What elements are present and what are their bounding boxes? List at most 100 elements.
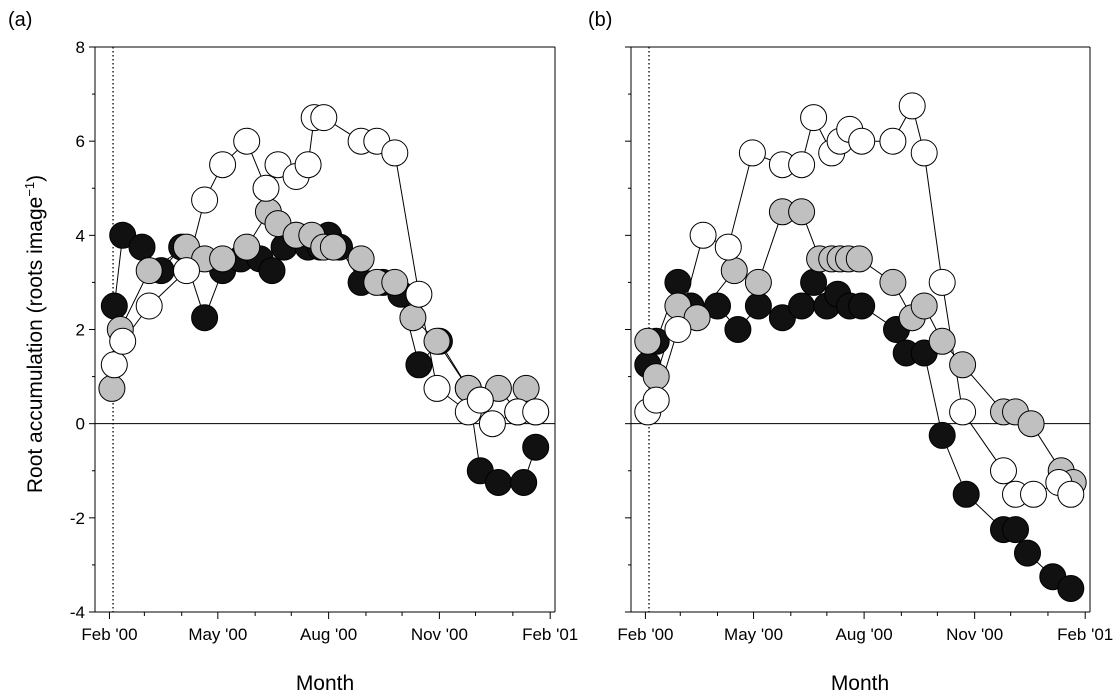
y-tick-label: 4 [76, 226, 85, 245]
data-point-black [406, 352, 432, 378]
data-point-white [690, 222, 716, 248]
data-point-black [101, 293, 127, 319]
data-point-black [485, 470, 511, 496]
data-point-white [311, 105, 337, 131]
data-point-gray [721, 258, 747, 284]
data-point-white [789, 152, 815, 178]
chart-panel-a: (a) Month -4 -2 0 2 4 6 8 Feb '00 May '00 Aug '00… [8, 9, 578, 695]
data-point-gray [424, 328, 450, 354]
y-axis-title-superscript: −1 [22, 182, 37, 197]
data-point-white [136, 293, 162, 319]
data-point-white [101, 352, 127, 378]
data-point-black [789, 293, 815, 319]
panel-label-b: (b) [588, 9, 612, 31]
data-point-gray [635, 328, 661, 354]
data-point-white [174, 258, 200, 284]
data-point-white [665, 317, 691, 343]
data-point-black [1003, 517, 1029, 543]
x-tick-label: May '00 [188, 625, 247, 644]
chart-panel-b: (b) Month Feb '00 May '00 Aug '00 Nov '00 Fe… [588, 9, 1113, 695]
y-axis-title: Root accumulation (roots image−1) [22, 175, 47, 493]
data-point-white [253, 175, 279, 201]
data-point-black [953, 481, 979, 507]
data-point-white [424, 375, 450, 401]
data-point-white [950, 399, 976, 425]
x-tick-label: Feb '01 [522, 625, 578, 644]
y-tick-label: -4 [70, 603, 85, 622]
x-tick-label: Aug '00 [300, 625, 357, 644]
data-point-black [1015, 540, 1041, 566]
y-tick-label: 8 [76, 38, 85, 57]
x-tick-label: Nov '00 [411, 625, 468, 644]
data-point-white [467, 387, 493, 413]
data-point-gray [880, 269, 906, 295]
x-tick-label: Feb '00 [81, 625, 137, 644]
data-point-white [192, 187, 218, 213]
data-point-gray [846, 246, 872, 272]
data-point-gray [320, 234, 346, 260]
series-black-line [648, 282, 1071, 588]
data-point-black [745, 293, 771, 319]
data-point-gray [210, 246, 236, 272]
y-tick-label: 6 [76, 132, 85, 151]
data-point-white [739, 140, 765, 166]
data-point-white [110, 328, 136, 354]
data-point-black [511, 470, 537, 496]
data-point-white [234, 128, 260, 154]
data-point-black [801, 269, 827, 295]
data-point-white [210, 152, 236, 178]
data-point-white [643, 387, 669, 413]
y-axis-title-close: ) [24, 175, 47, 182]
data-point-black [129, 234, 155, 260]
data-point-black [259, 258, 285, 284]
data-point-gray [400, 305, 426, 331]
data-point-white [406, 281, 432, 307]
data-point-white [1021, 481, 1047, 507]
data-point-gray [382, 269, 408, 295]
data-point-black [665, 269, 691, 295]
data-point-white [899, 93, 925, 119]
x-axis-title-a: Month [296, 672, 354, 695]
data-point-gray [99, 375, 125, 401]
data-point-white [929, 269, 955, 295]
data-point-gray [234, 234, 260, 260]
x-tick-label: Nov '00 [946, 625, 1003, 644]
data-point-white [849, 128, 875, 154]
data-point-gray [348, 246, 374, 272]
panel-label-a: (a) [8, 9, 32, 31]
x-tick-label: Feb '01 [1057, 625, 1113, 644]
data-point-white [523, 399, 549, 425]
x-tick-label: Aug '00 [836, 625, 893, 644]
data-point-white [880, 128, 906, 154]
data-point-white [382, 140, 408, 166]
data-point-black [523, 434, 549, 460]
data-point-black [725, 317, 751, 343]
data-point-white [911, 140, 937, 166]
y-tick-label: 0 [76, 415, 85, 434]
data-point-gray [950, 352, 976, 378]
x-axis-title-b: Month [831, 672, 889, 695]
y-tick-label: 2 [76, 321, 85, 340]
data-point-gray [1018, 411, 1044, 437]
data-point-gray [136, 258, 162, 284]
data-point-white [715, 234, 741, 260]
data-point-black [929, 422, 955, 448]
data-point-gray [745, 269, 771, 295]
y-tick-label: -2 [70, 509, 85, 528]
data-point-white [991, 458, 1017, 484]
data-point-black [1058, 576, 1084, 602]
x-tick-label: Feb '00 [617, 625, 673, 644]
data-point-white [479, 411, 505, 437]
data-point-white [1058, 481, 1084, 507]
data-point-white [801, 105, 827, 131]
data-point-gray [929, 328, 955, 354]
data-point-white [295, 152, 321, 178]
data-point-gray [789, 199, 815, 225]
data-point-gray [513, 375, 539, 401]
x-tick-label: May '00 [724, 625, 783, 644]
data-point-black [192, 305, 218, 331]
data-point-gray [643, 364, 669, 390]
data-point-gray [911, 293, 937, 319]
data-point-black [849, 293, 875, 319]
